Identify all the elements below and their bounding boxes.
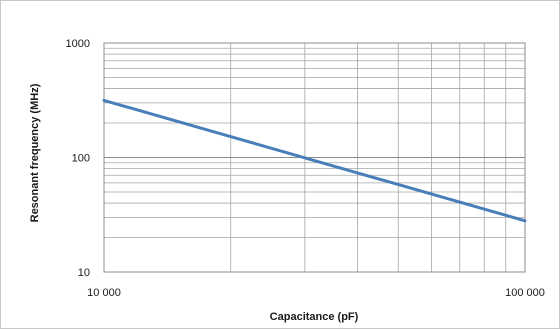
series-layer [102, 98, 527, 223]
x-tick-label: 100 000 [505, 287, 545, 299]
x-tick-labels: 10 000 100 000 [87, 287, 545, 299]
y-tick-label: 10 [78, 267, 90, 279]
x-tick-label: 10 000 [87, 287, 121, 299]
plot-area-border [103, 42, 526, 273]
y-tick-label: 100 [72, 153, 90, 165]
minor-grid [104, 43, 525, 272]
y-axis-label: Resonant frequency (MHz) [29, 83, 41, 222]
y-tick-labels: 10 100 1000 [66, 38, 90, 279]
series-line [102, 98, 527, 223]
y-tick-label: 1000 [66, 38, 90, 50]
x-axis-label: Capacitance (pF) [270, 311, 359, 323]
